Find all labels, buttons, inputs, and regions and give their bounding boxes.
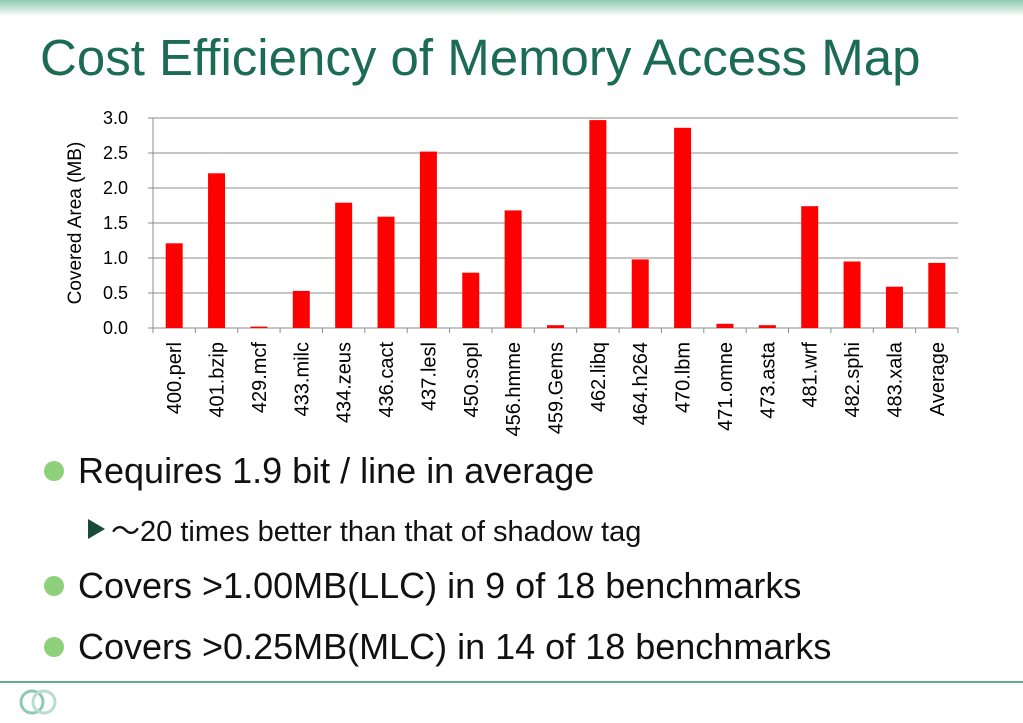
x-tick-label: 473.asta [757, 341, 779, 419]
bar [377, 216, 395, 328]
bar [547, 325, 564, 328]
sub-bullet-text: ～20 times better than that of shadow tag [111, 516, 642, 548]
y-tick-label: 2.0 [103, 178, 128, 198]
x-tick-label: 462.libq [588, 342, 610, 412]
bullet-text: Covers >0.25MB(MLC) in 14 of 18 benchmar… [78, 626, 832, 667]
bar [208, 173, 226, 328]
x-tick-label: 481.wrf [800, 342, 822, 408]
bar [292, 290, 310, 328]
y-tick-label: 0.0 [103, 318, 128, 338]
x-tick-label: 437.lesl [418, 342, 440, 411]
x-tick-label: 436.cact [376, 342, 398, 418]
top-decorative-band [0, 0, 1023, 16]
y-tick-label: 1.5 [103, 213, 128, 233]
triangle-arrow-icon [88, 519, 105, 539]
sub-bullet-item: ～20 times better than that of shadow tag [88, 511, 642, 548]
bar [419, 151, 437, 328]
slide-title: Cost Efficiency of Memory Access Map [40, 29, 921, 86]
x-tick-label: 400.perl [164, 342, 186, 414]
bullet-dot-icon [44, 461, 64, 481]
bar [250, 326, 268, 329]
bar [674, 127, 692, 328]
x-tick-label: 456.hmme [503, 342, 525, 437]
bar [801, 206, 819, 328]
y-tick-label: 0.5 [103, 283, 128, 303]
logo-rings-icon [19, 689, 57, 715]
x-tick-label: 483.xala [884, 341, 906, 417]
x-tick-label: 464.h264 [630, 342, 652, 425]
x-tick-label: 459.Gems [546, 342, 568, 434]
bullet-text: Requires 1.9 bit / line in average [78, 450, 595, 491]
bullet-item: Covers >1.00MB(LLC) in 9 of 18 benchmark… [44, 563, 801, 609]
x-tick-label: 450.sopl [461, 342, 483, 418]
x-tick-label: 434.zeus [334, 342, 356, 423]
bar [589, 120, 607, 328]
bullet-text: Covers >1.00MB(LLC) in 9 of 18 benchmark… [78, 565, 802, 606]
bar [843, 261, 861, 328]
bullet-item: Requires 1.9 bit / line in average [44, 448, 594, 494]
bar [928, 262, 946, 328]
x-tick-label: Average [927, 342, 949, 416]
y-tick-label: 2.5 [103, 143, 128, 163]
bar [631, 259, 649, 328]
bar [504, 210, 522, 328]
bullet-dot-icon [44, 576, 64, 596]
x-tick-label: 482.sphi [842, 342, 864, 418]
bar [758, 325, 776, 328]
bar [716, 323, 734, 328]
bar [462, 272, 480, 328]
x-tick-label: 433.milc [291, 342, 313, 416]
x-tick-label: 470.lbm [673, 342, 695, 413]
bar [165, 243, 183, 328]
x-tick-label: 429.mcf [249, 342, 271, 414]
bullet-dot-icon [44, 637, 64, 657]
bar [335, 202, 353, 328]
y-tick-label: 3.0 [103, 108, 128, 128]
x-tick-label: 471.omne [715, 342, 737, 431]
bullet-item: Covers >0.25MB(MLC) in 14 of 18 benchmar… [44, 624, 831, 670]
bar-chart: 0.0 0.5 1.0 1.5 2.0 2.5 3.0 Covered Area (MB) 40… [65, 108, 959, 437]
bar [885, 286, 903, 328]
x-tick-label: 401.bzip [207, 342, 229, 418]
y-tick-label: 1.0 [103, 248, 128, 268]
y-axis-label: Covered Area (MB) [65, 142, 86, 305]
footer-divider [0, 681, 1023, 683]
